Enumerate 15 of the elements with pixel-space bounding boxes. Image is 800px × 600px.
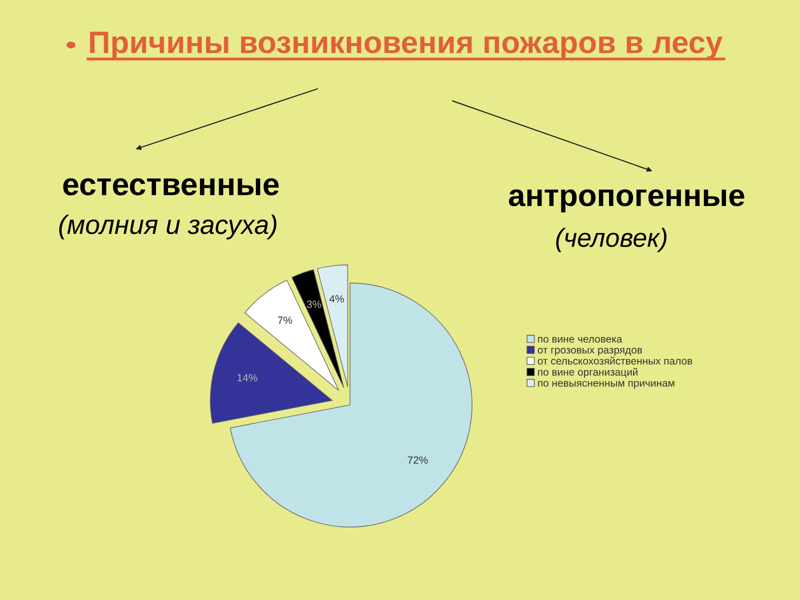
chart-title: Причины возникновения пожаров в лесу	[90, 32, 723, 60]
legend-label: по вине организаций	[538, 368, 638, 378]
text: (молния и засуха)	[59, 214, 276, 240]
text: (человек)	[556, 228, 666, 252]
data-label: 7%	[278, 316, 292, 324]
data-label: 3%	[306, 300, 322, 308]
text: естественные	[63, 178, 279, 196]
data-label: 14%	[238, 374, 258, 382]
legend-label: по вине человека	[538, 336, 622, 343]
legend-label: по невыясненным причинам	[538, 380, 674, 389]
data-label: 72%	[408, 456, 428, 464]
data-label: 4%	[329, 295, 344, 302]
text: антропогенные	[508, 189, 744, 212]
legend-label: от грозовых разрядов	[538, 348, 642, 356]
legend-label: от сельскохозяйственных палов	[538, 356, 692, 365]
